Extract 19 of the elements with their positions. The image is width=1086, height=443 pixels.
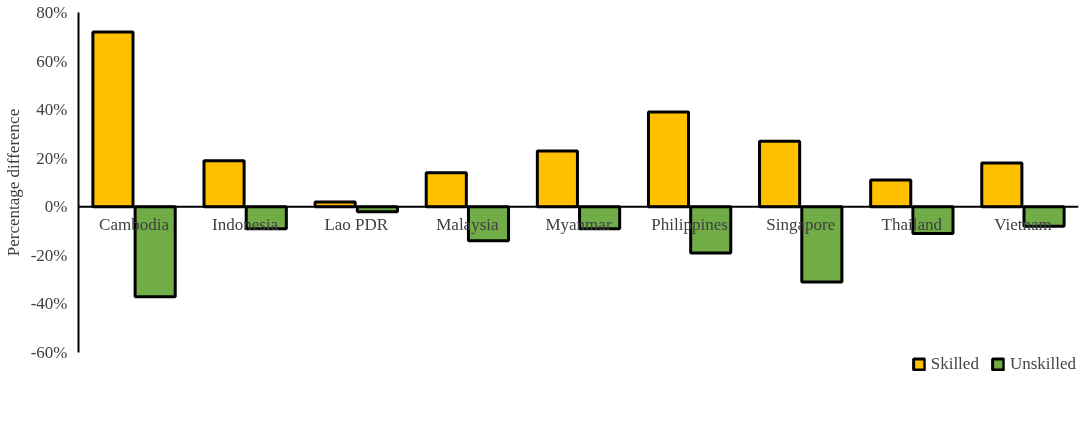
x-tick-label: Cambodia — [99, 214, 170, 234]
y-tick-label: 80% — [36, 3, 68, 22]
y-tick-label: 20% — [36, 148, 68, 168]
x-tick-label: Thailand — [881, 214, 943, 234]
legend-label: Unskilled — [1009, 354, 1076, 374]
x-tick-label: Myanmar — [545, 214, 612, 234]
x-tick-label: Philippines — [651, 214, 728, 234]
x-tick-label: Malaysia — [436, 214, 499, 234]
y-tick-label: -60% — [30, 343, 68, 362]
y-tick-label: -40% — [30, 294, 68, 314]
y-axis-title: Percentage difference — [3, 108, 23, 257]
y-tick-label: -20% — [30, 245, 68, 265]
x-tick-label: Lao PDR — [324, 214, 389, 234]
legend-label: Skilled — [930, 354, 979, 374]
x-tick-label: Singapore — [766, 214, 836, 234]
y-tick-label: 40% — [36, 100, 68, 120]
y-tick-label: 0% — [44, 197, 68, 217]
x-tick-label: Indonesia — [212, 214, 279, 234]
y-tick-label: 60% — [36, 51, 68, 71]
